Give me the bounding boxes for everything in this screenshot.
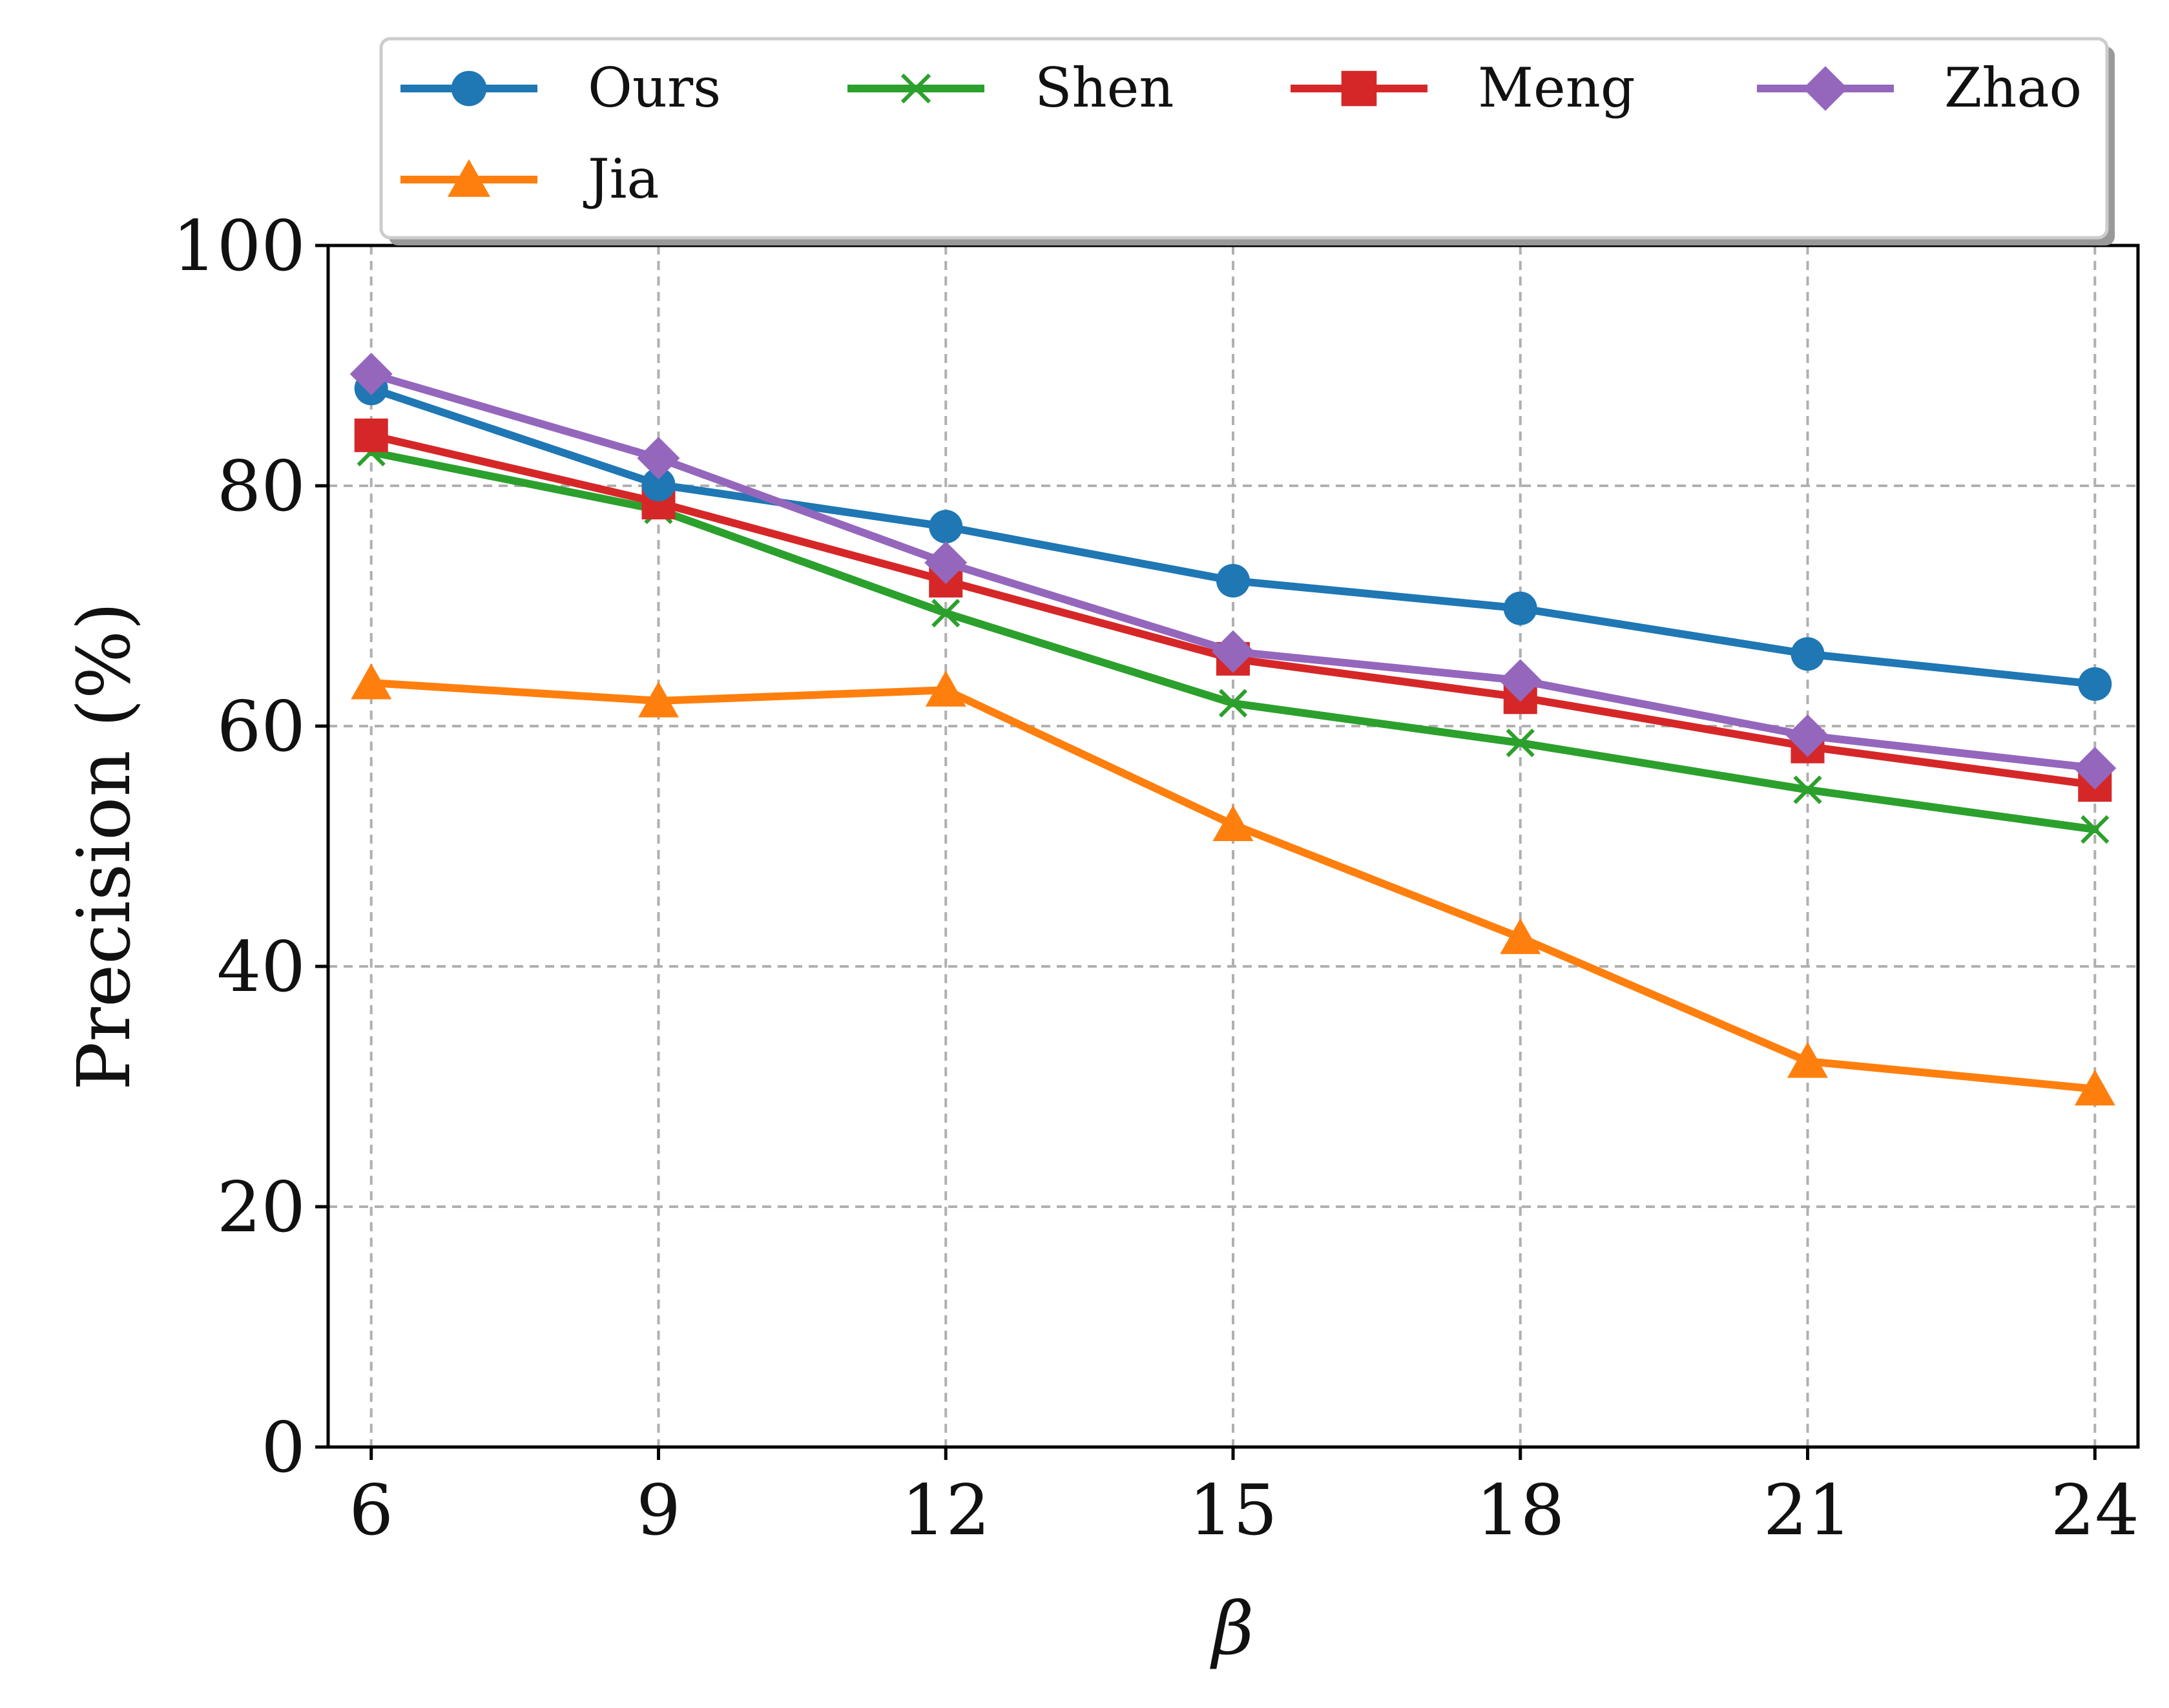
data-point-jia xyxy=(925,671,966,707)
data-point-jia xyxy=(1787,1041,1829,1078)
data-point-zhao xyxy=(1212,630,1254,673)
legend-entry-meng: Meng xyxy=(1291,56,1635,120)
data-point-ours xyxy=(2078,667,2112,701)
data-point-jia xyxy=(351,663,392,700)
data-point-zhao xyxy=(924,541,968,585)
x-tick-label: 12 xyxy=(902,1470,990,1551)
data-point-ours xyxy=(1790,637,1825,671)
legend-marker-jia xyxy=(447,159,491,197)
legend-label-meng: Meng xyxy=(1478,56,1635,120)
data-point-zhao xyxy=(637,437,680,480)
data-point-zhao xyxy=(1499,659,1542,702)
data-point-ours xyxy=(1503,591,1537,625)
y-tick-label: 100 xyxy=(172,206,306,287)
legend: Ours Shen Meng Zhao Jia xyxy=(379,37,2115,245)
data-point-jia xyxy=(1500,918,1541,954)
series-layer xyxy=(349,353,2117,1106)
legend-entry-shen: Shen xyxy=(847,56,1174,120)
legend-entry-zhao: Zhao xyxy=(1757,56,2082,120)
data-point-jia xyxy=(2074,1069,2115,1106)
x-tick-label: 24 xyxy=(2051,1470,2139,1551)
x-tick-label: 9 xyxy=(636,1470,681,1551)
data-point-shen xyxy=(1793,775,1822,804)
legend-label-shen: Shen xyxy=(1035,56,1174,120)
data-point-zhao xyxy=(349,353,393,396)
y-axis-label: Precision (%) xyxy=(63,602,147,1090)
legend-marker-meng xyxy=(1341,70,1377,107)
legend-entry-jia: Jia xyxy=(400,147,659,211)
series-zhao xyxy=(349,353,2117,790)
legend-entry-ours: Ours xyxy=(400,56,721,120)
y-tick-label: 40 xyxy=(217,927,306,1008)
data-point-shen xyxy=(931,599,960,628)
y-tick-label: 0 xyxy=(261,1408,306,1488)
legend-marker-ours xyxy=(451,70,487,107)
legend-label-jia: Jia xyxy=(583,147,659,211)
legend-marker-shen xyxy=(900,73,931,104)
x-tick-label: 18 xyxy=(1476,1470,1564,1551)
series-jia xyxy=(351,663,2115,1106)
y-tick-label: 60 xyxy=(217,687,306,767)
data-point-meng xyxy=(354,418,388,452)
legend-label-zhao: Zhao xyxy=(1944,56,2082,120)
legend-marker-zhao xyxy=(1803,66,1848,111)
legend-box xyxy=(379,37,2109,240)
x-tick-label: 15 xyxy=(1188,1470,1277,1551)
x-axis-label: β xyxy=(1210,1587,1254,1671)
data-point-jia xyxy=(638,681,679,718)
data-point-zhao xyxy=(1786,714,1829,757)
y-tick-label: 80 xyxy=(217,446,306,527)
data-point-shen xyxy=(2081,815,2110,844)
series-ours xyxy=(354,371,2112,701)
x-tick-label: 6 xyxy=(349,1470,393,1551)
data-point-shen xyxy=(1506,728,1535,758)
axis-ticks: 6 9 12 15 18 21 24 0 20 40 60 80 100 xyxy=(172,206,2139,1551)
data-point-ours xyxy=(641,468,676,502)
y-tick-label: 20 xyxy=(217,1167,306,1248)
legend-label-ours: Ours xyxy=(588,56,721,120)
x-tick-label: 21 xyxy=(1763,1470,1852,1551)
data-point-shen xyxy=(1218,689,1248,718)
data-point-ours xyxy=(929,510,963,544)
grid xyxy=(328,245,2138,1447)
data-point-zhao xyxy=(2073,747,2117,790)
data-point-ours xyxy=(1216,563,1250,598)
plot-frame xyxy=(326,244,2140,1449)
data-point-jia xyxy=(1212,805,1254,842)
